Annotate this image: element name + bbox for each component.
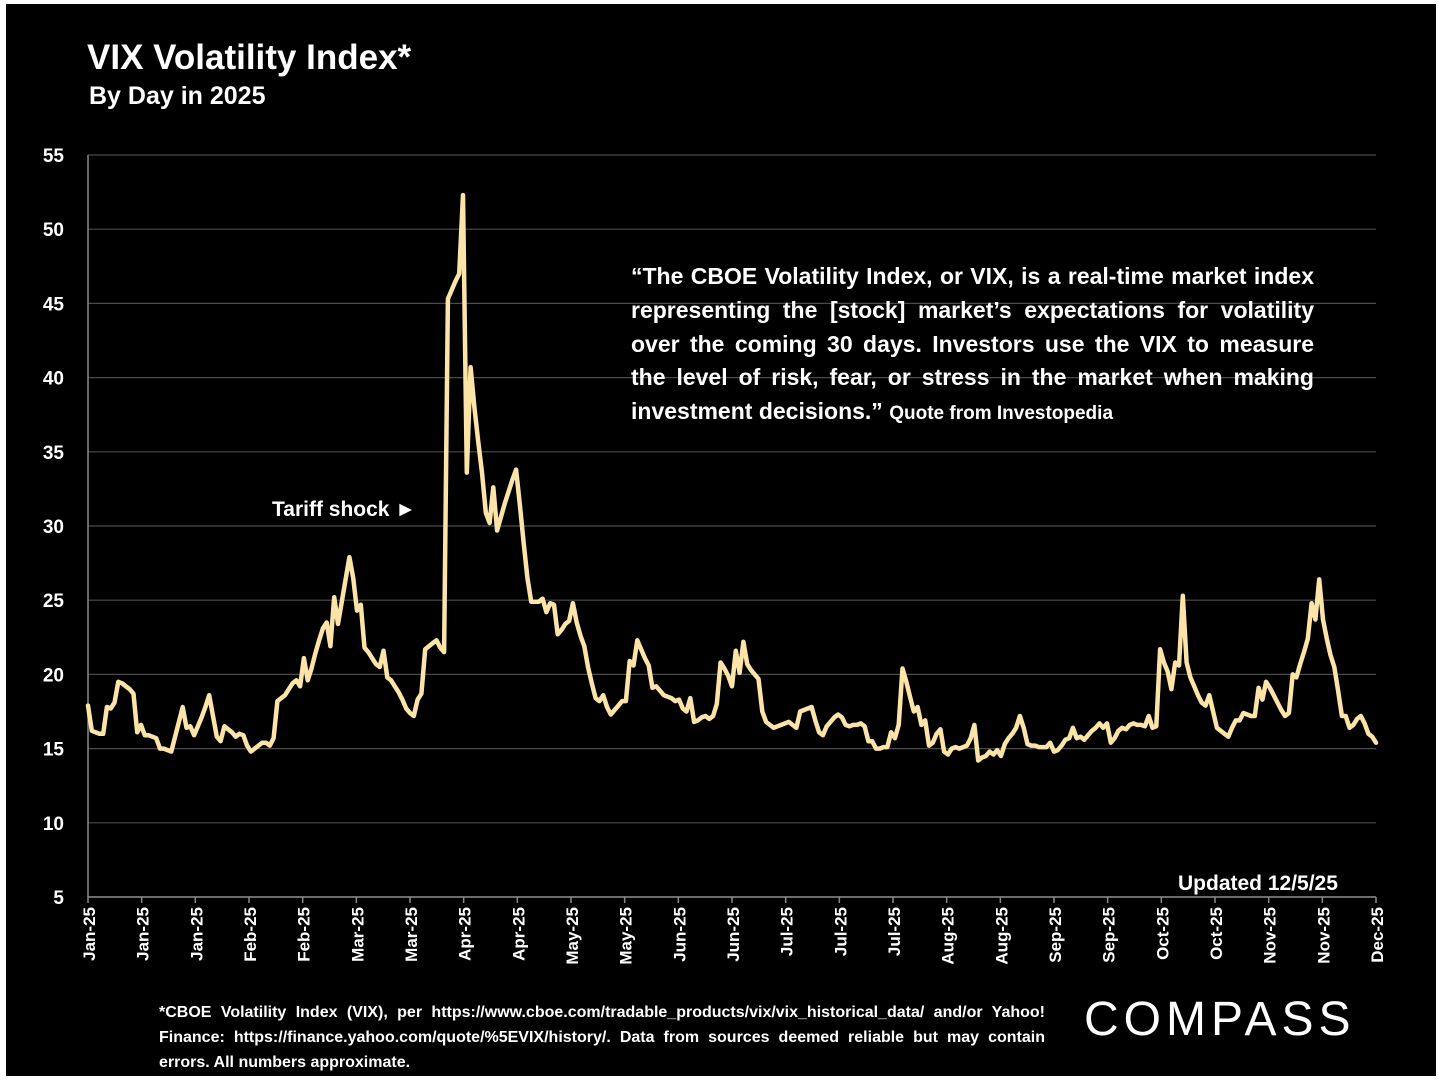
x-tick-label: Apr-25: [509, 907, 528, 961]
y-tick-label: 20: [43, 665, 64, 686]
quote-source: Quote from Investopedia: [889, 403, 1114, 425]
x-tick-label: Mar-25: [402, 907, 421, 962]
y-tick-label: 50: [43, 220, 64, 241]
annotation-tariff-shock: Tariff shock ►: [272, 498, 416, 521]
x-tick-label: Oct-25: [1153, 907, 1172, 960]
x-tick-label: Nov-25: [1314, 907, 1333, 964]
x-tick-label: Feb-25: [241, 907, 260, 962]
x-tick-label: May-25: [617, 907, 636, 965]
x-tick-label: Jul-25: [885, 907, 904, 956]
x-tick-label: Sep-25: [1100, 907, 1119, 963]
chart-subtitle: By Day in 2025: [89, 82, 266, 110]
y-tick-label: 30: [43, 517, 64, 538]
y-tick-label: 55: [43, 146, 65, 167]
y-tick-label: 25: [43, 591, 65, 612]
x-tick-label: Jun-25: [724, 907, 743, 962]
x-tick-label: Jan-25: [134, 907, 153, 961]
x-tick-label: Jul-25: [778, 907, 797, 956]
x-tick-label: Apr-25: [456, 907, 475, 961]
x-tick-label: Mar-25: [348, 907, 367, 962]
x-tick-label: Jan-25: [187, 907, 206, 961]
y-tick-label: 5: [53, 888, 64, 909]
investopedia-quote: “The CBOE Volatility Index, or VIX, is a…: [631, 260, 1314, 431]
x-tick-label: May-25: [563, 907, 582, 965]
source-footnote: *CBOE Volatility Index (VIX), per https:…: [159, 1004, 1045, 1071]
series-line-vix: [85, 192, 1379, 763]
x-tick-label: Jan-25: [80, 907, 99, 961]
updated-label: Updated 12/5/25: [1178, 872, 1338, 895]
compass-logo: COMPASS: [1084, 993, 1356, 1046]
x-tick-label: Sep-25: [1046, 907, 1065, 963]
y-tick-label: 40: [43, 369, 64, 390]
y-axis-ticks: 5 10 15 20 25 30 35 40 45 50 55: [43, 146, 65, 909]
x-tick-label: Feb-25: [295, 907, 314, 962]
x-tick-label: Jun-25: [670, 907, 689, 962]
chart-slide: VIX Volatility Index* By Day in 2025 5 10…: [6, 4, 1436, 1076]
x-tick-label: Dec-25: [1368, 907, 1387, 963]
y-tick-label: 45: [43, 294, 65, 315]
x-tick-label: Aug-25: [992, 907, 1011, 965]
x-axis-ticks: Jan-25 Jan-25 Jan-25 Feb-25 Feb-25 Mar-25 Mar-…: [80, 897, 1387, 965]
quote-text: “The CBOE Volatility Index, or VIX, is a…: [631, 263, 1314, 425]
y-tick-label: 35: [43, 443, 65, 464]
x-tick-label: Nov-25: [1261, 907, 1280, 964]
chart-title: VIX Volatility Index*: [87, 38, 412, 77]
x-tick-label: Jul-25: [831, 907, 850, 956]
x-tick-label: Oct-25: [1207, 907, 1226, 960]
y-tick-label: 15: [43, 740, 65, 761]
y-tick-label: 10: [43, 814, 64, 835]
x-tick-label: Aug-25: [939, 907, 958, 965]
